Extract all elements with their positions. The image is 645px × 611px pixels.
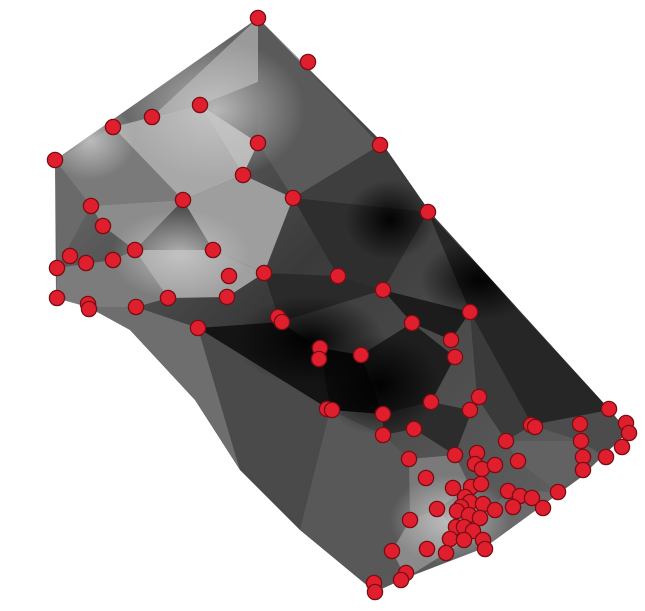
sample-point [486,501,504,519]
sample-point [549,483,567,501]
sample-point [371,136,389,154]
sample-point [446,348,464,366]
sample-point [366,583,384,601]
sample-point [299,53,317,71]
sample-point [374,405,392,423]
sample-point [310,350,328,368]
sample-point [571,415,589,433]
sample-point [174,191,192,209]
sample-point [392,571,410,589]
sample-point [461,303,479,321]
sample-point [61,247,79,265]
sample-point [472,475,490,493]
sample-point [476,540,494,558]
sample-point [523,489,541,507]
sample-point [249,134,267,152]
sample-point [534,499,552,517]
sample-point [400,450,418,468]
sample-point [189,319,207,337]
sample-point [77,254,95,272]
sample-point [444,479,462,497]
sample-point [613,438,631,456]
sample-point [220,267,238,285]
sample-point [504,498,522,516]
sample-point [352,346,370,364]
sample-point [159,289,177,307]
sample-point [461,401,479,419]
sample-point [143,108,161,126]
sample-point [471,509,489,527]
sample-point [509,452,527,470]
sample-point [329,267,347,285]
sample-point [526,418,544,436]
sample-point [486,456,504,474]
sample-point [600,400,618,418]
sample-point [249,9,267,27]
sample-point [442,331,460,349]
sample-point [104,118,122,136]
sample-point [191,96,209,114]
sample-points [46,9,638,601]
sample-point [620,424,638,442]
sample-point [441,530,459,548]
sample-point [48,259,66,277]
sample-point [218,288,236,306]
sample-point [284,189,302,207]
sample-point [374,281,392,299]
sample-point [234,166,252,184]
sample-point [374,426,392,444]
sample-point [273,313,291,331]
sample-point [383,542,401,560]
sample-point [401,511,419,529]
sample-point [255,264,273,282]
sample-point [82,197,100,215]
sample-point [94,217,112,235]
sample-point [446,446,464,464]
sample-point [497,432,515,450]
sample-point [455,531,473,549]
sample-point [422,393,440,411]
sample-point [572,432,590,450]
sample-point [574,461,592,479]
sample-point [419,203,437,221]
sample-point [127,298,145,316]
sample-point [597,448,615,466]
sample-point [405,420,423,438]
sample-point [48,289,66,307]
sample-point [126,241,144,259]
sample-point [437,544,455,562]
sample-point [204,241,222,259]
sample-point [80,300,98,318]
sample-point [470,388,488,406]
sample-point [417,469,435,487]
sample-point [46,151,64,169]
sample-point [418,540,436,558]
sample-point [323,401,341,419]
sample-point [403,314,421,332]
sample-point [104,251,122,269]
sample-point [428,500,446,518]
